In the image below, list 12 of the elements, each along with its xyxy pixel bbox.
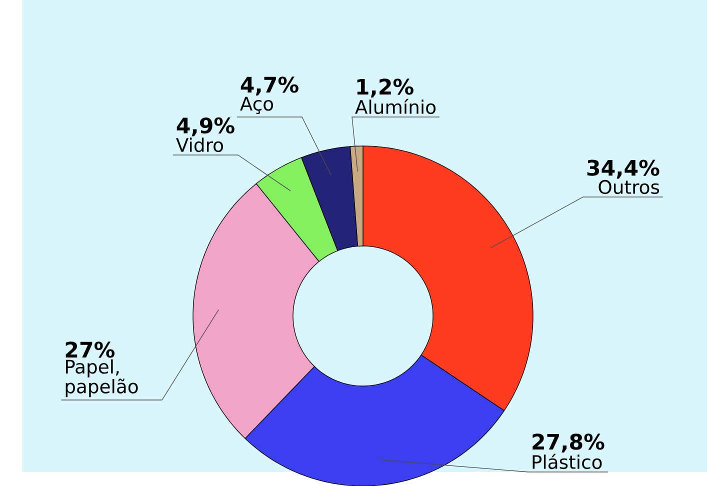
slice-label: Papel, papelão xyxy=(66,359,138,398)
slice-label: Vidro xyxy=(176,138,223,152)
data-label: 27,8% xyxy=(532,434,604,453)
slice-label: Aço xyxy=(240,96,274,114)
data-label: 4,7% xyxy=(240,76,298,96)
slice-label: Plástico xyxy=(532,454,602,470)
data-label: 34,4% xyxy=(587,160,660,179)
data-label: 4,9% xyxy=(176,117,234,136)
slice-label: Alumínio xyxy=(355,98,436,114)
data-label: 27% xyxy=(66,342,115,358)
slice-label: Outros xyxy=(598,180,660,194)
data-label: 1,2% xyxy=(357,78,414,98)
